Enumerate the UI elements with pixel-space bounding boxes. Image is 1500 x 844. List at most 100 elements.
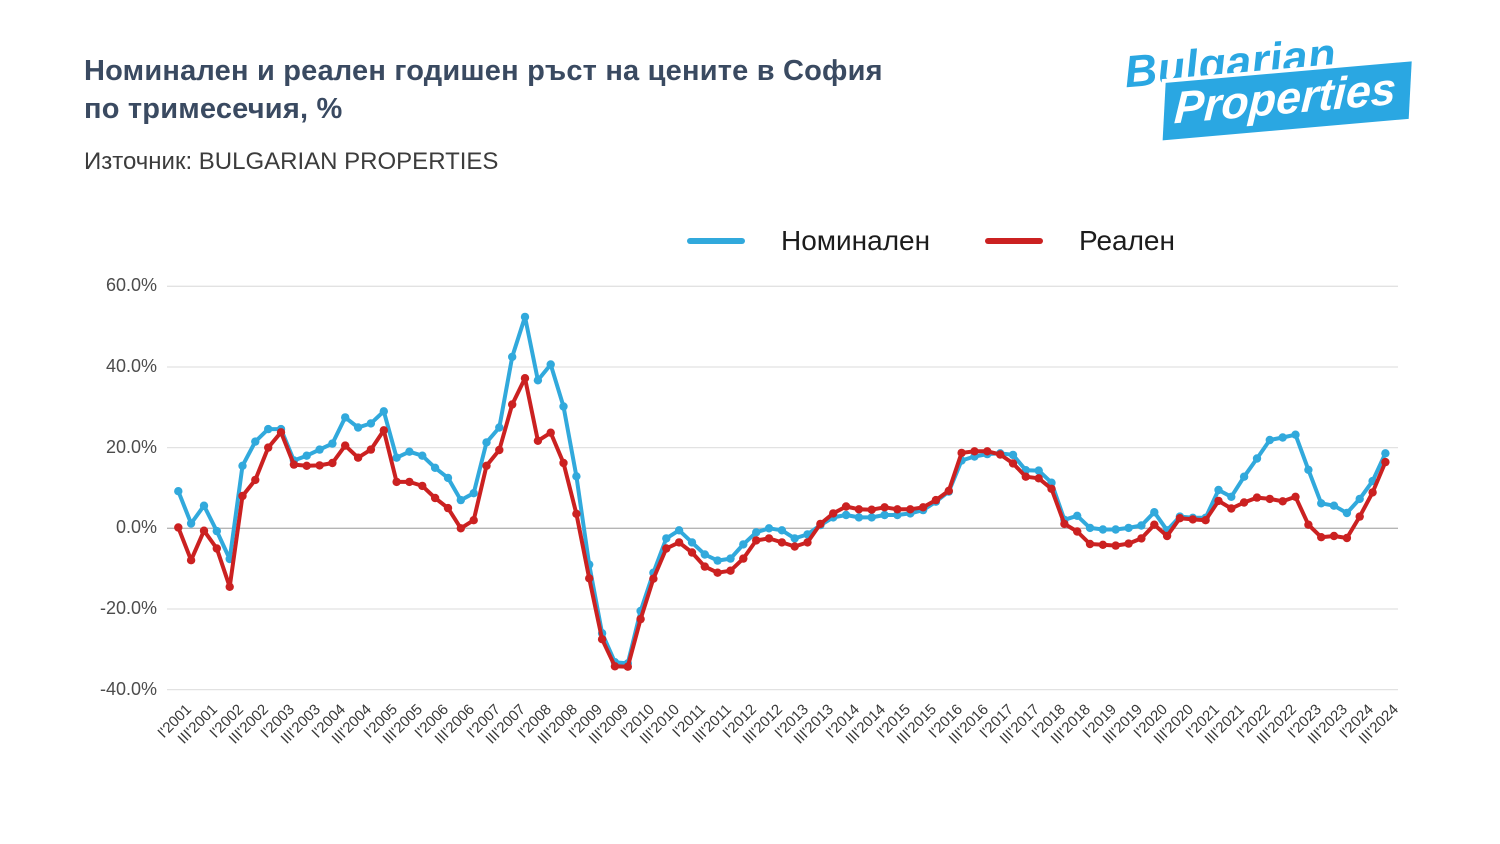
- data-point: [1060, 519, 1069, 529]
- y-axis-label: 60.0%: [105, 275, 157, 296]
- data-point: [1304, 465, 1313, 474]
- data-point: [944, 486, 953, 495]
- data-point: [816, 519, 825, 529]
- data-point: [636, 614, 645, 624]
- data-point: [264, 424, 273, 434]
- data-point: [1085, 523, 1095, 533]
- data-point: [841, 502, 851, 511]
- nominal-line: [176, 314, 1388, 666]
- y-axis-label: -40.0%: [99, 678, 157, 699]
- data-point: [353, 423, 363, 432]
- data-point: [931, 495, 941, 505]
- data-point: [674, 526, 684, 535]
- data-point: [867, 513, 876, 522]
- data-point: [610, 662, 620, 671]
- page-title: Номинален и реален годишен ръст на ценит…: [84, 52, 883, 128]
- data-point: [353, 453, 363, 462]
- y-axis-label: -20.0%: [99, 597, 157, 618]
- data-point: [1355, 512, 1364, 521]
- data-point: [1342, 533, 1352, 543]
- data-point: [1291, 430, 1300, 439]
- data-point: [1317, 499, 1326, 508]
- data-point: [713, 568, 722, 577]
- data-point: [906, 505, 915, 514]
- data-point: [1201, 516, 1210, 525]
- data-point: [996, 450, 1005, 459]
- data-point: [1239, 472, 1249, 481]
- data-point: [739, 540, 748, 549]
- data-point: [1214, 496, 1223, 506]
- data-point: [559, 458, 568, 468]
- data-point: [1008, 450, 1018, 460]
- data-point: [893, 505, 902, 514]
- title-line-2: по тримесечия, %: [84, 93, 343, 125]
- data-point: [1304, 520, 1313, 529]
- data-point: [315, 445, 324, 454]
- data-point: [174, 487, 183, 496]
- data-point: [508, 400, 517, 409]
- data-point: [764, 534, 774, 543]
- data-point: [379, 407, 388, 416]
- data-point: [777, 526, 787, 535]
- data-point: [1227, 492, 1236, 501]
- data-point: [533, 436, 543, 445]
- data-point: [623, 662, 632, 671]
- data-point: [1021, 472, 1030, 481]
- data-point: [456, 495, 465, 505]
- data-point: [495, 445, 504, 455]
- data-point: [469, 516, 478, 525]
- data-point: [379, 426, 388, 435]
- data-point: [700, 562, 709, 571]
- data-point: [546, 360, 555, 369]
- data-point: [764, 524, 774, 533]
- legend-item-real: Реален: [985, 224, 1175, 258]
- data-point: [1150, 508, 1159, 517]
- data-point: [1098, 525, 1108, 534]
- data-point: [983, 447, 992, 456]
- data-point: [1124, 539, 1133, 548]
- data-point: [456, 524, 465, 533]
- data-point: [662, 544, 671, 553]
- real-points: [174, 374, 1390, 671]
- data-point: [1265, 494, 1275, 504]
- data-point: [430, 493, 440, 503]
- data-point: [841, 510, 851, 520]
- data-point: [418, 481, 427, 491]
- data-point: [341, 441, 350, 450]
- data-point: [289, 460, 299, 469]
- data-point: [1368, 488, 1377, 497]
- data-point: [1291, 492, 1300, 501]
- data-point: [726, 554, 735, 563]
- data-point: [443, 503, 453, 513]
- data-point: [328, 458, 337, 468]
- data-point: [366, 445, 376, 454]
- data-point: [1278, 497, 1287, 506]
- data-point: [674, 538, 684, 547]
- data-point: [726, 566, 735, 575]
- data-point: [174, 523, 183, 532]
- data-point: [867, 505, 876, 514]
- data-point: [238, 491, 247, 501]
- data-point: [1137, 534, 1146, 543]
- y-axis-label: 40.0%: [105, 355, 157, 376]
- data-point: [392, 453, 401, 462]
- data-point: [443, 473, 453, 483]
- data-point: [264, 443, 273, 452]
- data-point: [970, 447, 979, 456]
- data-point: [1162, 531, 1172, 541]
- data-point: [687, 548, 697, 557]
- data-point: [199, 501, 209, 510]
- data-point: [1111, 525, 1120, 534]
- data-point: [251, 475, 260, 485]
- data-point: [1150, 520, 1159, 529]
- data-point: [1278, 433, 1287, 442]
- data-point: [572, 472, 581, 481]
- data-point: [328, 439, 337, 448]
- data-point: [1047, 484, 1056, 493]
- data-point: [186, 519, 196, 528]
- data-point: [546, 428, 555, 437]
- legend-label-nominal: Номинален: [781, 225, 931, 256]
- data-point: [520, 312, 530, 322]
